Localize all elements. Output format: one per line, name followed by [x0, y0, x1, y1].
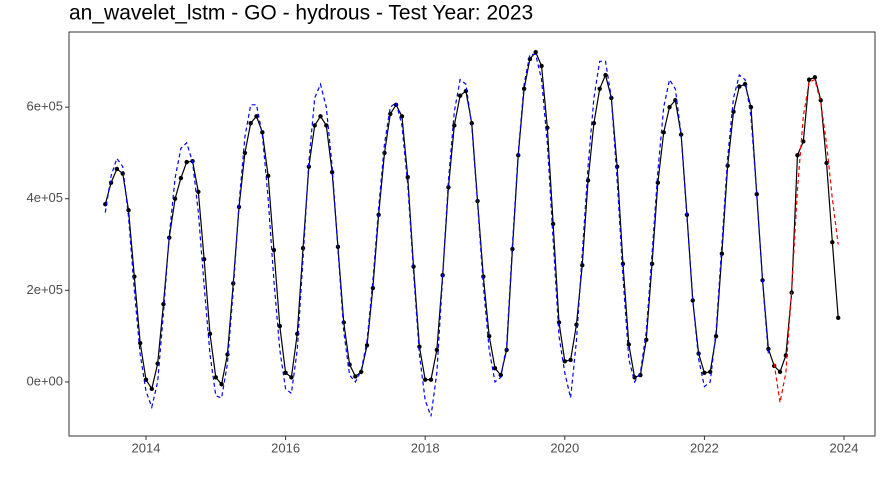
data-point: [265, 173, 271, 179]
data-point: [591, 120, 597, 126]
data-point: [452, 123, 457, 128]
x-tick-label: 2022: [690, 440, 719, 455]
data-point: [498, 372, 503, 378]
data-point: [597, 86, 602, 91]
data-point: [161, 301, 166, 307]
data-point: [184, 159, 189, 165]
data-point: [806, 77, 812, 82]
data-point: [457, 93, 463, 98]
data-point: [713, 333, 719, 339]
data-point: [620, 261, 626, 266]
data-point: [120, 171, 125, 176]
data-point: [690, 298, 695, 303]
data-point: [812, 75, 818, 80]
data-point: [399, 114, 405, 119]
data-point: [580, 262, 585, 268]
data-point: [556, 320, 562, 325]
data-point: [388, 111, 393, 117]
data-point: [766, 346, 771, 352]
x-tick-label: 2016: [271, 440, 300, 455]
data-point: [213, 375, 218, 380]
data-point: [836, 315, 841, 321]
data-point: [754, 191, 759, 197]
data-point: [550, 221, 556, 227]
data-point: [405, 175, 410, 180]
data-point: [568, 357, 573, 363]
data-point: [830, 240, 835, 245]
y-tick-label: 6e+05: [26, 99, 63, 114]
y-tick-label: 4e+05: [26, 190, 63, 205]
data-point: [795, 153, 800, 158]
data-point: [737, 84, 742, 89]
x-tick-label: 2018: [411, 440, 440, 455]
data-point: [655, 180, 661, 185]
data-point: [719, 251, 725, 256]
data-point: [702, 370, 707, 375]
data-point: [428, 377, 434, 382]
data-point: [585, 178, 591, 183]
data-point: [172, 196, 178, 201]
data-point: [678, 132, 684, 137]
y-tick-label: 0e+00: [26, 373, 63, 388]
data-point: [539, 63, 544, 69]
series-line: [104, 51, 839, 391]
y-tick-label: 2e+05: [26, 282, 63, 297]
data-point: [661, 130, 666, 135]
data-point: [196, 189, 201, 195]
data-point: [801, 139, 806, 144]
data-point: [777, 369, 783, 375]
data-point: [219, 382, 224, 387]
data-point: [649, 261, 655, 266]
data-point: [283, 370, 288, 375]
x-tick-label: 2020: [550, 440, 579, 455]
data-point: [358, 369, 364, 375]
data-point: [254, 114, 259, 119]
data-point: [521, 86, 527, 91]
data-point: [492, 366, 498, 371]
data-point: [271, 247, 277, 253]
series-line: [104, 53, 770, 417]
data-point: [289, 375, 294, 380]
data-point: [260, 130, 265, 135]
data-point: [329, 169, 335, 175]
data-point: [533, 49, 538, 55]
data-point: [603, 72, 608, 78]
data-point: [824, 160, 829, 166]
data-point: [353, 374, 358, 379]
data-point: [114, 166, 120, 172]
data-point: [225, 352, 230, 357]
data-point: [510, 246, 515, 252]
data-point: [277, 323, 283, 329]
data-point: [248, 120, 253, 126]
data-point: [149, 386, 154, 392]
x-tick-label: 2014: [132, 440, 161, 455]
series-line: [773, 78, 839, 403]
data-point: [318, 114, 323, 119]
data-point: [422, 377, 428, 382]
data-point: [178, 175, 184, 181]
data-point: [201, 256, 207, 262]
data-point: [312, 123, 317, 128]
data-point: [446, 185, 451, 190]
chart-title: an_wavelet_lstm - GO - hydrous - Test Ye…: [69, 2, 533, 25]
data-point: [667, 104, 672, 110]
data-point: [324, 123, 329, 128]
x-tick-label: 2024: [830, 440, 859, 455]
panel-border: [68, 31, 876, 437]
data-point: [562, 359, 568, 364]
